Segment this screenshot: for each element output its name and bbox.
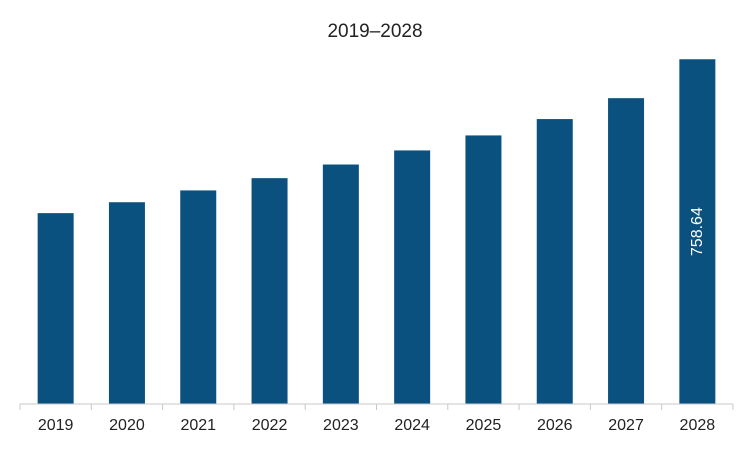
x-tick-label-2022: 2022 bbox=[252, 417, 288, 434]
bar-2025 bbox=[465, 135, 502, 404]
bar-2026 bbox=[536, 119, 573, 405]
bar-2020 bbox=[108, 202, 145, 404]
bar-2027 bbox=[608, 98, 645, 404]
x-tick-label-2026: 2026 bbox=[537, 417, 573, 434]
bar-2022 bbox=[251, 178, 288, 404]
x-tick-label-2021: 2021 bbox=[180, 417, 216, 434]
bar-2021 bbox=[180, 190, 217, 404]
x-axis-ticks bbox=[19, 404, 734, 410]
x-tick-label-2024: 2024 bbox=[394, 417, 430, 434]
bar-2024 bbox=[394, 150, 431, 404]
x-tick-label-2020: 2020 bbox=[109, 417, 145, 434]
x-tick-label-2023: 2023 bbox=[323, 417, 359, 434]
x-tick-label-2027: 2027 bbox=[608, 417, 644, 434]
data-labels-layer: 758.64 bbox=[689, 207, 706, 256]
bar-2023 bbox=[322, 164, 359, 404]
bar-2028 bbox=[679, 59, 716, 405]
data-label-2028: 758.64 bbox=[689, 207, 706, 256]
x-axis-tick-labels: 2019 2020 2021 2022 2023 2024 2025 2026 2027 2028 bbox=[38, 417, 715, 434]
x-tick-label-2025: 2025 bbox=[466, 417, 502, 434]
chart-title: 2019–2028 bbox=[327, 21, 422, 42]
x-tick-label-2019: 2019 bbox=[38, 417, 74, 434]
x-tick-label-2028: 2028 bbox=[680, 417, 716, 434]
bar-2019 bbox=[37, 213, 74, 404]
bars-layer bbox=[37, 59, 716, 405]
